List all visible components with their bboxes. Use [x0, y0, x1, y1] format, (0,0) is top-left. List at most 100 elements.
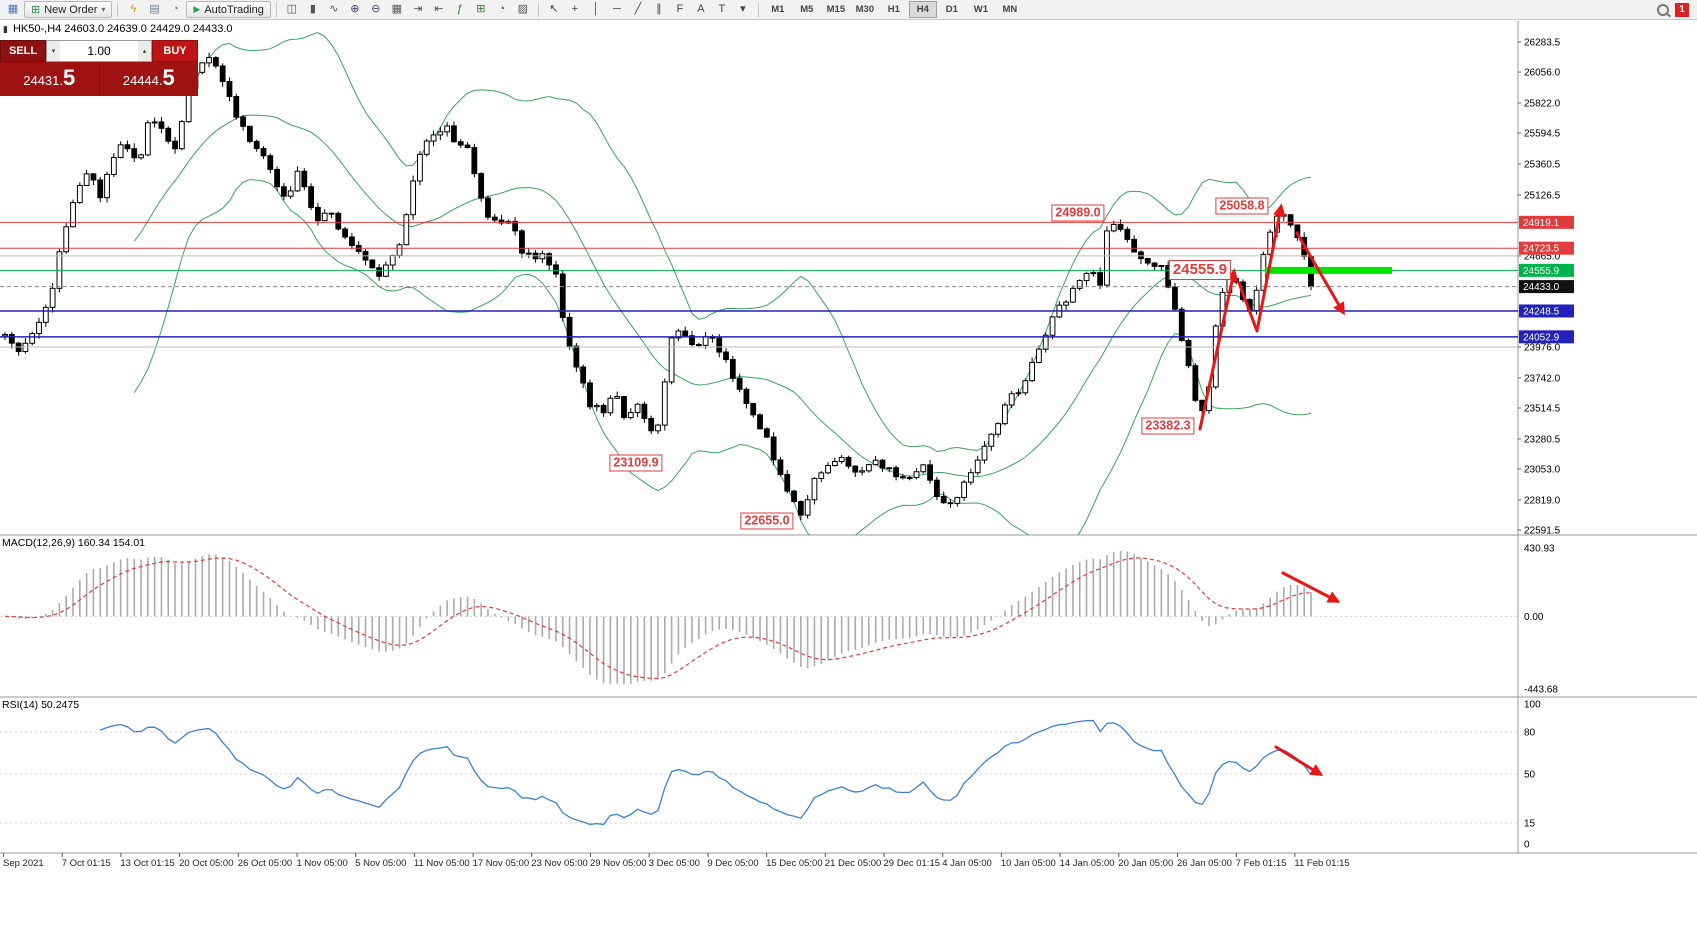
- buy-button[interactable]: BUY: [152, 40, 198, 62]
- trendline-icon[interactable]: ╱: [634, 3, 642, 15]
- svg-text:9 Dec 05:00: 9 Dec 05:00: [707, 858, 758, 869]
- volume-up-icon[interactable]: ▴: [138, 41, 151, 61]
- volume-down-icon[interactable]: ▾: [47, 41, 60, 61]
- vertical-line-icon[interactable]: │: [592, 3, 600, 15]
- svg-text:100: 100: [1524, 700, 1541, 711]
- timeframe-d1[interactable]: D1: [945, 4, 958, 15]
- time-axis: Sep 2021 7 Oct 01:15 13 Oct 01:15 20 Oct 05…: [3, 853, 1350, 869]
- bar-chart-icon[interactable]: ◫: [286, 3, 298, 15]
- refresh-icon[interactable]: ◔: [172, 3, 179, 15]
- window-icon[interactable]: ▦: [7, 3, 19, 15]
- price-divider: [98, 62, 100, 96]
- buy-price[interactable]: 24444. 5: [100, 62, 199, 96]
- svg-text:13 Oct 01:15: 13 Oct 01:15: [120, 858, 174, 869]
- volume-input[interactable]: ▾ 1.00 ▴: [46, 40, 152, 62]
- candlestick-series: [2, 52, 1314, 521]
- chart-shift-icon[interactable]: ⇤: [434, 3, 444, 15]
- fibonacci-icon[interactable]: F: [676, 3, 684, 15]
- shapes-icon[interactable]: ▾: [740, 3, 746, 15]
- toolbar-divider: [537, 2, 539, 17]
- search-icon[interactable]: [1654, 1, 1674, 18]
- chart-icon: ▮: [3, 23, 8, 34]
- svg-text:22591.5: 22591.5: [1524, 526, 1561, 537]
- svg-text:7 Oct 01:15: 7 Oct 01:15: [62, 858, 111, 869]
- sell-button[interactable]: SELL: [0, 40, 46, 62]
- svg-text:23976.0: 23976.0: [1524, 343, 1561, 354]
- chevron-down-icon: ▾: [101, 5, 106, 14]
- autotrading-label: AutoTrading: [204, 3, 264, 16]
- add-chart-icon[interactable]: ⊞: [476, 3, 486, 15]
- timeframe-m5[interactable]: M5: [800, 4, 814, 15]
- toolbar-divider: [757, 2, 759, 17]
- svg-text:25822.0: 25822.0: [1524, 99, 1561, 110]
- crosshair-icon[interactable]: +: [571, 3, 579, 15]
- search-glass-icon: [1656, 3, 1669, 16]
- svg-text:11 Feb 01:15: 11 Feb 01:15: [1294, 858, 1349, 869]
- sell-price[interactable]: 24431. 5: [0, 62, 99, 96]
- svg-text:80: 80: [1524, 728, 1536, 739]
- svg-text:24555.9: 24555.9: [1523, 266, 1560, 277]
- timeframe-mn[interactable]: MN: [1002, 4, 1018, 15]
- one-click-trading-panel: SELL ▾ 1.00 ▴ BUY 24431. 5 24444. 5: [0, 40, 198, 96]
- symbol-ohlc-label: ▮ HK50-,H4 24603.0 24639.0 24429.0 24433…: [3, 23, 233, 35]
- zoom-out-icon[interactable]: ⊖: [371, 3, 381, 15]
- label-icon[interactable]: T: [718, 3, 726, 15]
- svg-text:15: 15: [1524, 819, 1536, 830]
- svg-text:26 Oct 05:00: 26 Oct 05:00: [238, 858, 292, 869]
- timeframe-h1[interactable]: H1: [887, 4, 900, 15]
- auto-scroll-icon[interactable]: ⇥: [413, 3, 423, 15]
- timeframe-m1[interactable]: M1: [771, 4, 785, 15]
- svg-text:11 Nov 05:00: 11 Nov 05:00: [414, 858, 470, 869]
- svg-text:23053.0: 23053.0: [1524, 465, 1561, 476]
- svg-text:430.93: 430.93: [1524, 544, 1555, 555]
- cursor-icon[interactable]: ↖: [549, 3, 559, 15]
- indicators-icon[interactable]: ƒ: [456, 3, 463, 15]
- timeframe-m30[interactable]: M30: [855, 4, 875, 15]
- svg-text:15 Dec 05:00: 15 Dec 05:00: [766, 858, 823, 869]
- macd-indicator: [0, 550, 1518, 685]
- autotrading-button[interactable]: ▶ AutoTrading: [186, 1, 271, 18]
- new-order-button[interactable]: ⊞ New Order ▾: [24, 1, 113, 18]
- zoom-in-icon[interactable]: ⊕: [350, 3, 360, 15]
- period-icon[interactable]: ◔: [498, 3, 506, 15]
- timeframe-h4[interactable]: H4: [908, 1, 937, 18]
- candle-chart-icon[interactable]: ▮: [309, 3, 316, 15]
- print-icon[interactable]: ▤: [149, 3, 160, 15]
- svg-text:23742.0: 23742.0: [1524, 373, 1561, 384]
- timeframe-w1[interactable]: W1: [973, 4, 988, 15]
- timeframe-m15[interactable]: M15: [826, 4, 846, 15]
- sell-price-main: 24431.: [23, 73, 63, 88]
- notifications-badge[interactable]: 1: [1675, 2, 1689, 17]
- svg-text:22819.0: 22819.0: [1524, 495, 1561, 506]
- macd-label: MACD(12,26,9) 160.34 154.01: [2, 537, 146, 549]
- buy-price-frac: 5: [162, 65, 175, 90]
- lightning-icon[interactable]: ϟ: [130, 3, 137, 15]
- svg-text:29 Nov 05:00: 29 Nov 05:00: [590, 858, 647, 869]
- svg-text:25360.5: 25360.5: [1524, 160, 1561, 171]
- text-icon[interactable]: A: [697, 3, 705, 15]
- svg-text:10 Jan 05:00: 10 Jan 05:00: [1001, 858, 1056, 869]
- timeframe-group: M1 M5 M15 M30 H1 H4 D1 W1 MN: [764, 1, 1024, 18]
- svg-text:1 Nov 05:00: 1 Nov 05:00: [297, 858, 348, 869]
- volume-value[interactable]: 1.00: [87, 44, 111, 58]
- rsi-indicator: [0, 719, 1518, 826]
- svg-text:17 Nov 05:00: 17 Nov 05:00: [473, 858, 530, 869]
- toolbar-divider: [275, 2, 277, 17]
- line-chart-icon[interactable]: ∿: [329, 3, 339, 15]
- svg-text:50: 50: [1524, 770, 1536, 781]
- svg-text:5 Nov 05:00: 5 Nov 05:00: [355, 858, 406, 869]
- svg-text:24723.5: 24723.5: [1523, 244, 1560, 255]
- channel-icon[interactable]: ∥: [656, 3, 662, 15]
- horizontal-line-icon[interactable]: ─: [612, 3, 621, 15]
- rsi-label: RSI(14) 50.2475: [2, 699, 80, 711]
- templates-icon[interactable]: ▨: [517, 3, 529, 15]
- toolbar: ▦ ⊞ New Order ▾ ϟ ▤ ◔ ▶ AutoTrading ◫ ▮ ∿ ⊕ ⊖ ▦…: [0, 0, 1697, 20]
- tile-windows-icon[interactable]: ▦: [391, 3, 403, 15]
- svg-text:26056.0: 26056.0: [1524, 68, 1561, 79]
- svg-text:4 Jan 05:00: 4 Jan 05:00: [942, 858, 992, 869]
- toolbar-divider: [117, 2, 119, 17]
- svg-text:23514.5: 23514.5: [1524, 404, 1561, 415]
- svg-text:24665.0: 24665.0: [1524, 251, 1561, 262]
